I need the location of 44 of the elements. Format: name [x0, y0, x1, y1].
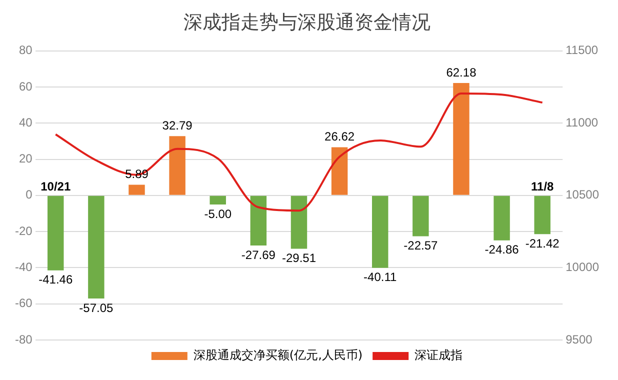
y-tick-label: -40 — [15, 260, 33, 274]
y-tick-label: -80 — [15, 332, 33, 346]
y-tick-label: 20 — [18, 152, 33, 166]
data-label: -24.86 — [484, 242, 520, 257]
annotation: 10/21 — [40, 180, 71, 194]
y2-tick-label: 10000 — [566, 260, 600, 274]
y-tick-label: -60 — [15, 296, 33, 310]
bar — [210, 196, 226, 204]
annotation: 11/8 — [531, 180, 554, 194]
bar — [453, 83, 470, 195]
data-label: 32.79 — [162, 118, 193, 132]
bar — [372, 196, 388, 268]
data-label: -41.46 — [38, 272, 73, 287]
y-tick-label: 60 — [18, 79, 33, 94]
y-tick-label: -20 — [15, 224, 33, 238]
y2-tick-label: 10500 — [566, 188, 600, 202]
bar — [534, 196, 550, 234]
y2-tick-label: 11000 — [566, 115, 598, 130]
bar — [128, 184, 145, 195]
data-label: -57.05 — [79, 300, 114, 315]
data-label: 26.62 — [324, 130, 355, 144]
y2-tick-label: 11500 — [566, 43, 598, 58]
bar — [331, 147, 348, 195]
bar — [88, 196, 104, 299]
y2-tick-label: 9500 — [566, 332, 593, 346]
data-label: -5.00 — [204, 206, 232, 221]
data-label: -27.69 — [241, 248, 276, 262]
data-label: -22.57 — [404, 238, 438, 253]
y-tick-label: 40 — [18, 115, 33, 130]
bar — [250, 196, 267, 246]
data-label: -40.11 — [364, 270, 397, 284]
bar — [412, 196, 429, 236]
y-tick-label: 80 — [18, 43, 33, 58]
data-label: -29.51 — [282, 251, 316, 266]
legend-label: 深证成指 — [414, 348, 463, 362]
data-label: 62.18 — [446, 65, 477, 80]
data-label: -21.42 — [525, 236, 560, 250]
y-tick-label: 0 — [26, 188, 33, 202]
bar — [290, 196, 308, 249]
bar — [48, 196, 64, 270]
chart-title: 深成指走势与深股通资金情况 — [184, 11, 430, 34]
bar — [494, 196, 510, 240]
bar — [169, 136, 186, 195]
legend-label: 深股通成交净买额(亿元,人民币) — [193, 348, 363, 362]
